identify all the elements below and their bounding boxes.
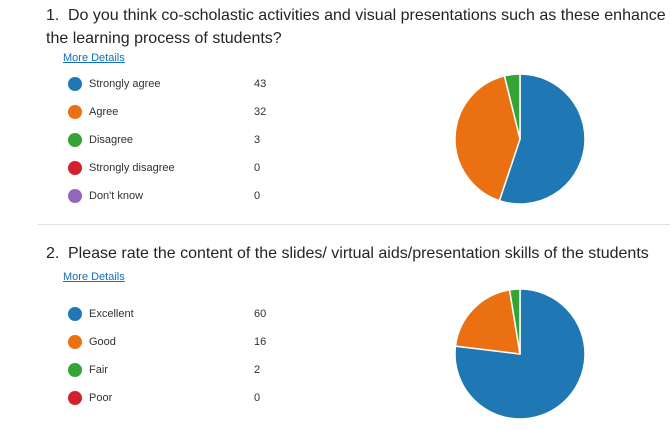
pie-chart-1 <box>454 73 586 205</box>
legend-swatch <box>68 391 82 405</box>
legend-item: Strongly disagree 0 <box>68 160 288 176</box>
legend-count: 43 <box>254 78 267 90</box>
question-1-text: Do you think co-scholastic activities an… <box>46 7 666 47</box>
legend-label: Fair <box>89 364 108 376</box>
legend-label: Poor <box>89 392 113 404</box>
legend-count: 0 <box>254 190 261 202</box>
legend-swatch <box>68 77 82 91</box>
legend-swatch <box>68 133 82 147</box>
legend-count: 0 <box>254 392 261 404</box>
legend-count: 60 <box>254 308 267 320</box>
legend-count: 2 <box>254 364 261 376</box>
pie-chart-2 <box>454 288 586 420</box>
pie-slice-agree[interactable] <box>454 75 521 202</box>
question-2-number: 2. <box>46 245 60 262</box>
legend-label: Don't know <box>89 190 144 202</box>
legend-item: Strongly agree 43 <box>68 76 288 92</box>
more-details-link-1[interactable]: More Details <box>63 52 125 64</box>
legend-label: Disagree <box>89 134 134 146</box>
pie-slice-disagree[interactable] <box>503 73 521 140</box>
legend-label: Agree <box>89 106 119 118</box>
legend-swatch <box>68 335 82 349</box>
legend-count: 0 <box>254 162 261 174</box>
legend-label: Excellent <box>89 308 134 320</box>
question-1-number: 1. <box>46 7 60 24</box>
legend-count: 3 <box>254 134 261 146</box>
pie-slice-excellent[interactable] <box>454 288 586 420</box>
pie-slice-fair[interactable] <box>508 288 521 355</box>
legend-item: Excellent 60 <box>68 306 288 322</box>
legend-swatch <box>68 105 82 119</box>
legend-swatch <box>68 161 82 175</box>
legend-swatch <box>68 363 82 377</box>
legend-count: 16 <box>254 336 267 348</box>
legend-item: Poor 0 <box>68 390 288 406</box>
legend-swatch <box>68 189 82 203</box>
legend-label: Good <box>89 336 116 348</box>
more-details-link-2[interactable]: More Details <box>63 271 125 283</box>
legend-item: Fair 2 <box>68 362 288 378</box>
legend-swatch <box>68 307 82 321</box>
pie-slice-good[interactable] <box>454 289 521 355</box>
question-1-title: 1. Do you think co-scholastic activities … <box>46 4 666 50</box>
question-2-text: Please rate the content of the slides/ v… <box>68 245 649 262</box>
legend-item: Don't know 0 <box>68 188 288 204</box>
question-2-title: 2. Please rate the content of the slides/… <box>46 242 666 265</box>
legend-label: Strongly agree <box>89 78 161 90</box>
legend-count: 32 <box>254 106 267 118</box>
section-divider <box>38 224 670 225</box>
legend-item: Agree 32 <box>68 104 288 120</box>
legend-item: Good 16 <box>68 334 288 350</box>
legend-item: Disagree 3 <box>68 132 288 148</box>
question-1: 1. Do you think co-scholastic activities … <box>46 4 666 205</box>
question-2: 2. Please rate the content of the slides/… <box>0 232 671 430</box>
legend-label: Strongly disagree <box>89 162 175 174</box>
pie-slice-strongly-agree[interactable] <box>498 73 586 205</box>
